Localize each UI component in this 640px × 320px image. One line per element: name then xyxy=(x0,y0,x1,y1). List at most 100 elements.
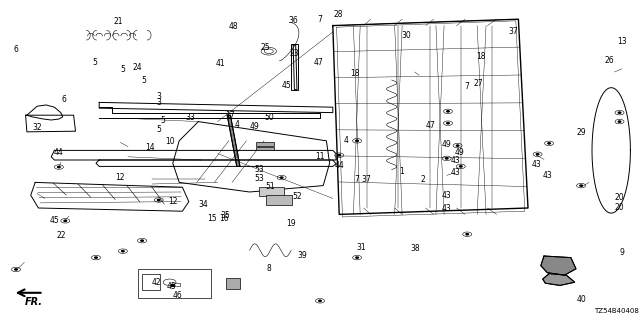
Circle shape xyxy=(64,220,67,221)
Circle shape xyxy=(580,185,582,186)
Circle shape xyxy=(445,158,448,159)
Text: 18: 18 xyxy=(477,52,486,60)
Text: 43: 43 xyxy=(451,168,461,177)
Text: 47: 47 xyxy=(314,58,324,67)
Circle shape xyxy=(171,284,175,286)
Bar xyxy=(226,278,240,289)
Text: 48: 48 xyxy=(228,22,239,31)
Circle shape xyxy=(157,199,160,201)
Text: 27: 27 xyxy=(474,79,484,88)
Text: 45: 45 xyxy=(166,282,177,291)
Text: FR.: FR. xyxy=(25,297,43,307)
Text: 39: 39 xyxy=(297,251,307,260)
Text: 40: 40 xyxy=(576,295,586,304)
Text: 53: 53 xyxy=(254,174,264,183)
Bar xyxy=(256,142,274,146)
Text: 6: 6 xyxy=(61,95,67,104)
Text: 20: 20 xyxy=(614,193,625,202)
Text: 7: 7 xyxy=(465,82,470,91)
Text: 20: 20 xyxy=(614,203,625,212)
Text: 25: 25 xyxy=(260,43,271,52)
Text: 14: 14 xyxy=(145,143,156,152)
Text: 51: 51 xyxy=(265,182,275,191)
Circle shape xyxy=(456,145,459,146)
Text: 21: 21 xyxy=(114,17,123,26)
Polygon shape xyxy=(541,256,576,275)
Text: 45: 45 xyxy=(282,81,292,90)
Text: 5: 5 xyxy=(141,76,147,84)
Text: 31: 31 xyxy=(356,244,367,252)
Text: 2: 2 xyxy=(420,175,425,184)
Bar xyxy=(291,44,298,90)
Text: 41: 41 xyxy=(216,59,226,68)
Text: 43: 43 xyxy=(451,156,461,164)
Text: 6: 6 xyxy=(13,45,19,54)
Circle shape xyxy=(58,166,60,168)
Text: 28: 28 xyxy=(333,10,342,19)
Circle shape xyxy=(466,234,468,235)
Text: 35: 35 xyxy=(220,211,230,220)
Text: 30: 30 xyxy=(401,31,412,40)
Circle shape xyxy=(447,111,449,112)
Text: 17: 17 xyxy=(225,111,236,120)
Circle shape xyxy=(548,143,550,144)
Text: 38: 38 xyxy=(410,244,420,253)
Circle shape xyxy=(319,300,321,301)
Circle shape xyxy=(15,269,17,270)
Text: 37: 37 xyxy=(508,27,518,36)
Bar xyxy=(142,274,160,290)
Text: 22: 22 xyxy=(56,231,65,240)
Text: 43: 43 xyxy=(531,160,541,169)
Text: 44: 44 xyxy=(54,148,64,157)
Text: 46: 46 xyxy=(173,291,183,300)
Text: 3: 3 xyxy=(156,92,161,100)
Text: 52: 52 xyxy=(292,192,303,201)
Text: 3: 3 xyxy=(156,98,161,107)
Text: 15: 15 xyxy=(207,214,218,223)
Text: 37: 37 xyxy=(361,175,371,184)
Circle shape xyxy=(536,154,539,155)
Text: 43: 43 xyxy=(442,204,452,212)
Text: 12: 12 xyxy=(168,197,177,206)
Text: 10: 10 xyxy=(164,137,175,146)
Text: 34: 34 xyxy=(198,200,209,209)
Circle shape xyxy=(356,257,358,258)
Bar xyxy=(259,187,284,196)
Text: 9: 9 xyxy=(620,248,625,257)
Text: 45: 45 xyxy=(49,216,60,225)
Text: 49: 49 xyxy=(442,140,452,149)
Circle shape xyxy=(122,251,124,252)
Text: 23: 23 xyxy=(289,49,300,58)
Text: 16: 16 xyxy=(219,214,229,223)
Circle shape xyxy=(447,123,449,124)
Bar xyxy=(174,283,180,286)
Circle shape xyxy=(338,155,340,156)
Text: 4: 4 xyxy=(343,136,348,145)
Text: 8: 8 xyxy=(266,264,271,273)
Text: 7: 7 xyxy=(317,15,323,24)
Text: 13: 13 xyxy=(617,37,627,46)
Polygon shape xyxy=(227,115,240,166)
Text: 44: 44 xyxy=(334,161,344,170)
Text: 43: 43 xyxy=(542,171,552,180)
Circle shape xyxy=(141,240,143,241)
Text: 5: 5 xyxy=(161,116,166,124)
Text: 19: 19 xyxy=(286,219,296,228)
Circle shape xyxy=(618,121,621,122)
Text: 11: 11 xyxy=(316,152,324,161)
Text: 7: 7 xyxy=(355,175,360,184)
Text: 47: 47 xyxy=(425,121,435,130)
Text: 32: 32 xyxy=(32,123,42,132)
Text: 4: 4 xyxy=(234,120,239,129)
Text: 1: 1 xyxy=(399,167,404,176)
Text: 29: 29 xyxy=(576,128,586,137)
Text: 5: 5 xyxy=(156,125,161,134)
Polygon shape xyxy=(543,274,575,285)
Text: 5: 5 xyxy=(120,65,125,74)
Text: 36: 36 xyxy=(288,16,298,25)
Text: 5: 5 xyxy=(92,58,97,67)
Text: 26: 26 xyxy=(604,56,614,65)
Bar xyxy=(256,147,274,150)
Text: 43: 43 xyxy=(442,191,452,200)
Text: 12: 12 xyxy=(116,173,125,182)
